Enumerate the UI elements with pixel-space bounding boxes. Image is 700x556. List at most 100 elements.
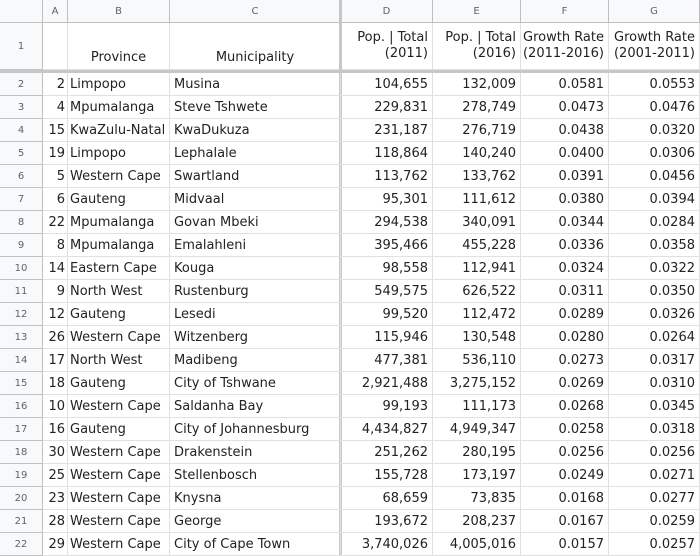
row-header-11[interactable]: 11 [0, 280, 43, 303]
growth-2001-2011-cell[interactable]: 0.0358 [609, 234, 700, 257]
province-cell[interactable]: Western Cape [68, 326, 170, 349]
growth-2001-2011-cell[interactable]: 0.0394 [609, 188, 700, 211]
row-header-15[interactable]: 15 [0, 372, 43, 395]
growth-2001-2011-cell[interactable]: 0.0326 [609, 303, 700, 326]
municipality-cell[interactable]: Lephalale [170, 142, 341, 165]
municipality-cell[interactable]: Rustenburg [170, 280, 341, 303]
growth-2001-2011-cell[interactable]: 0.0456 [609, 165, 700, 188]
rank-cell[interactable]: 2 [43, 73, 68, 96]
growth-2001-2011-cell[interactable]: 0.0322 [609, 257, 700, 280]
growth-2001-2011-cell[interactable]: 0.0271 [609, 464, 700, 487]
row-header-9[interactable]: 9 [0, 234, 43, 257]
rank-cell[interactable]: 9 [43, 280, 68, 303]
municipality-cell[interactable]: Lesedi [170, 303, 341, 326]
growth-2001-2011-cell[interactable]: 0.0257 [609, 533, 700, 556]
pop-2016-cell[interactable]: 111,612 [433, 188, 521, 211]
growth-2001-2011-cell[interactable]: 0.0553 [609, 73, 700, 96]
row-header-21[interactable]: 21 [0, 510, 43, 533]
municipality-cell[interactable]: KwaDukuza [170, 119, 341, 142]
column-header-e[interactable]: E [433, 0, 521, 23]
province-cell[interactable]: KwaZulu-Natal [68, 119, 170, 142]
province-cell[interactable]: Western Cape [68, 165, 170, 188]
pop-2016-cell[interactable]: 280,195 [433, 441, 521, 464]
pop-2016-cell[interactable]: 3,275,152 [433, 372, 521, 395]
pop-2016-cell[interactable]: 140,240 [433, 142, 521, 165]
growth-2011-2016-cell[interactable]: 0.0438 [521, 119, 609, 142]
growth-2011-2016-cell[interactable]: 0.0256 [521, 441, 609, 464]
pop-2011-cell[interactable]: 68,659 [341, 487, 433, 510]
row-header-7[interactable]: 7 [0, 188, 43, 211]
rank-cell[interactable]: 5 [43, 165, 68, 188]
province-cell[interactable]: Mpumalanga [68, 211, 170, 234]
municipality-cell[interactable]: Swartland [170, 165, 341, 188]
rank-cell[interactable]: 25 [43, 464, 68, 487]
municipality-cell[interactable]: City of Cape Town [170, 533, 341, 556]
growth-2001-2011-cell[interactable]: 0.0259 [609, 510, 700, 533]
rank-cell[interactable]: 28 [43, 510, 68, 533]
pop-2016-cell[interactable]: 626,522 [433, 280, 521, 303]
municipality-cell[interactable]: City of Tshwane [170, 372, 341, 395]
growth-2001-2011-cell[interactable]: 0.0476 [609, 96, 700, 119]
growth-2011-2016-cell[interactable]: 0.0258 [521, 418, 609, 441]
growth-2011-2016-cell[interactable]: 0.0269 [521, 372, 609, 395]
growth-2011-2016-cell[interactable]: 0.0157 [521, 533, 609, 556]
growth-2001-2011-cell[interactable]: 0.0256 [609, 441, 700, 464]
municipality-cell[interactable]: Steve Tshwete [170, 96, 341, 119]
rank-cell[interactable]: 10 [43, 395, 68, 418]
province-cell[interactable]: North West [68, 349, 170, 372]
growth-2011-2016-cell[interactable]: 0.0473 [521, 96, 609, 119]
growth-2011-2016-cell[interactable]: 0.0280 [521, 326, 609, 349]
province-cell[interactable]: Mpumalanga [68, 234, 170, 257]
pop-2011-cell[interactable]: 98,558 [341, 257, 433, 280]
province-cell[interactable]: Eastern Cape [68, 257, 170, 280]
growth-2011-2016-cell[interactable]: 0.0168 [521, 487, 609, 510]
pop-2016-cell[interactable]: 278,749 [433, 96, 521, 119]
row-header-3[interactable]: 3 [0, 96, 43, 119]
row-header-18[interactable]: 18 [0, 441, 43, 464]
row-header-16[interactable]: 16 [0, 395, 43, 418]
rank-cell[interactable]: 15 [43, 119, 68, 142]
municipality-cell[interactable]: Stellenbosch [170, 464, 341, 487]
municipality-cell[interactable]: George [170, 510, 341, 533]
rank-cell[interactable]: 4 [43, 96, 68, 119]
pop-2011-cell[interactable]: 115,946 [341, 326, 433, 349]
pop-2011-cell[interactable]: 231,187 [341, 119, 433, 142]
pop-2016-cell[interactable]: 173,197 [433, 464, 521, 487]
pop-2016-cell[interactable]: 455,228 [433, 234, 521, 257]
row-header-17[interactable]: 17 [0, 418, 43, 441]
rank-cell[interactable]: 17 [43, 349, 68, 372]
pop-2011-cell[interactable]: 104,655 [341, 73, 433, 96]
growth-2011-2016-cell[interactable]: 0.0249 [521, 464, 609, 487]
pop-2011-cell[interactable]: 251,262 [341, 441, 433, 464]
column-header-d[interactable]: D [341, 0, 433, 23]
province-cell[interactable]: Mpumalanga [68, 96, 170, 119]
growth-2011-2016-cell[interactable]: 0.0336 [521, 234, 609, 257]
row-header-13[interactable]: 13 [0, 326, 43, 349]
pop-2016-cell[interactable]: 133,762 [433, 165, 521, 188]
growth-2001-2011-cell[interactable]: 0.0317 [609, 349, 700, 372]
rank-cell[interactable]: 26 [43, 326, 68, 349]
pop-2016-cell[interactable]: 340,091 [433, 211, 521, 234]
pop-2011-cell[interactable]: 99,193 [341, 395, 433, 418]
growth-2011-2016-cell[interactable]: 0.0289 [521, 303, 609, 326]
column-header-g[interactable]: G [609, 0, 700, 23]
pop-2016-cell[interactable]: 536,110 [433, 349, 521, 372]
province-column-header[interactable]: Province [68, 23, 170, 70]
growth-2011-2016-column-header[interactable]: Growth Rate (2011-2016) [521, 23, 609, 70]
growth-2001-2011-column-header[interactable]: Growth Rate (2001-2011) [609, 23, 700, 70]
pop-2016-cell[interactable]: 111,173 [433, 395, 521, 418]
province-cell[interactable]: Gauteng [68, 372, 170, 395]
province-cell[interactable]: Limpopo [68, 73, 170, 96]
growth-2001-2011-cell[interactable]: 0.0284 [609, 211, 700, 234]
municipality-cell[interactable]: Madibeng [170, 349, 341, 372]
pop-2011-cell[interactable]: 395,466 [341, 234, 433, 257]
growth-2001-2011-cell[interactable]: 0.0350 [609, 280, 700, 303]
pop-2011-cell[interactable]: 294,538 [341, 211, 433, 234]
pop-2011-cell[interactable]: 4,434,827 [341, 418, 433, 441]
growth-2001-2011-cell[interactable]: 0.0264 [609, 326, 700, 349]
municipality-cell[interactable]: Midvaal [170, 188, 341, 211]
row-header-8[interactable]: 8 [0, 211, 43, 234]
municipality-cell[interactable]: City of Johannesburg [170, 418, 341, 441]
growth-2001-2011-cell[interactable]: 0.0320 [609, 119, 700, 142]
row-header-5[interactable]: 5 [0, 142, 43, 165]
